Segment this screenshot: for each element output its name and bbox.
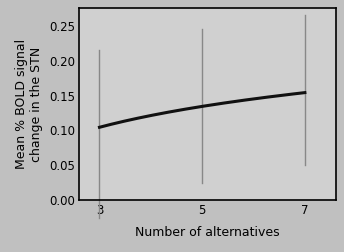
Y-axis label: Mean % BOLD signal
change in the STN: Mean % BOLD signal change in the STN: [15, 39, 43, 169]
X-axis label: Number of alternatives: Number of alternatives: [135, 226, 280, 239]
